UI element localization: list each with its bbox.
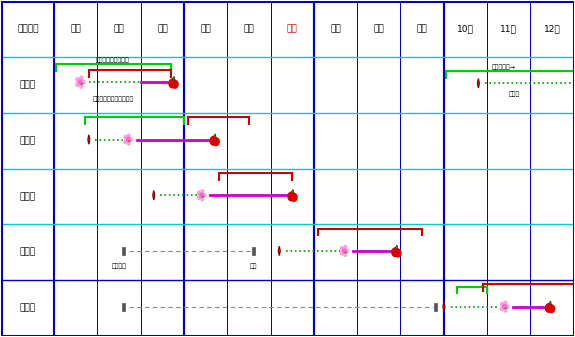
Text: ４月: ４月 (200, 25, 211, 34)
Circle shape (169, 79, 176, 88)
Text: 開花・受粉・結実・熟果: 開花・受粉・結実・熟果 (93, 96, 135, 101)
Circle shape (504, 309, 507, 312)
Text: １月: １月 (71, 25, 81, 34)
Circle shape (126, 137, 129, 142)
Text: ６月: ６月 (287, 25, 298, 34)
Circle shape (344, 253, 347, 256)
Circle shape (340, 251, 343, 255)
Circle shape (504, 301, 507, 305)
Circle shape (76, 78, 79, 82)
Circle shape (124, 140, 126, 144)
Circle shape (200, 193, 203, 197)
Text: 冷室入庫: 冷室入庫 (112, 263, 126, 269)
Circle shape (82, 80, 85, 84)
Circle shape (500, 303, 503, 306)
Circle shape (129, 138, 132, 141)
Polygon shape (88, 135, 90, 144)
Circle shape (546, 304, 552, 312)
Circle shape (197, 196, 200, 199)
Circle shape (395, 249, 401, 257)
Circle shape (203, 193, 206, 197)
Circle shape (76, 83, 79, 87)
Text: ５月: ５月 (244, 25, 254, 34)
Circle shape (78, 80, 82, 84)
Text: ７月: ７月 (330, 25, 341, 34)
Text: 加温ハウス→: 加温ハウス→ (492, 64, 515, 70)
Polygon shape (278, 246, 280, 256)
Polygon shape (122, 303, 125, 310)
Text: 出庫: 出庫 (250, 263, 257, 269)
Text: ８月: ８月 (373, 25, 384, 34)
Text: 12月: 12月 (543, 25, 561, 34)
Circle shape (210, 136, 217, 145)
Circle shape (346, 249, 348, 253)
Text: ９月: ９月 (417, 25, 427, 34)
Polygon shape (477, 79, 480, 88)
Circle shape (506, 305, 509, 308)
Text: 抑　制: 抑 制 (20, 248, 36, 256)
Text: 超抑制: 超抑制 (20, 303, 36, 312)
Text: ３月: ３月 (157, 25, 168, 34)
Text: 促　成: 促 成 (20, 136, 36, 145)
Text: 人工気象室入庫期間: 人工気象室入庫期間 (95, 57, 129, 63)
Polygon shape (443, 302, 445, 311)
Circle shape (213, 138, 219, 146)
Text: 超促成: 超促成 (20, 81, 36, 89)
Circle shape (340, 247, 343, 250)
Circle shape (127, 142, 130, 145)
Text: 11月: 11月 (500, 25, 517, 34)
Circle shape (80, 84, 83, 88)
Circle shape (201, 197, 204, 201)
Polygon shape (434, 303, 436, 310)
Polygon shape (122, 247, 125, 255)
Circle shape (500, 307, 503, 311)
Polygon shape (153, 190, 155, 200)
Circle shape (201, 190, 204, 193)
Circle shape (124, 135, 126, 139)
Text: 10月: 10月 (457, 25, 474, 34)
Circle shape (288, 192, 295, 201)
Circle shape (80, 76, 83, 80)
Circle shape (291, 193, 297, 201)
Circle shape (344, 245, 347, 249)
Text: 栽培種類: 栽培種類 (17, 25, 39, 34)
Circle shape (197, 191, 200, 195)
Circle shape (172, 81, 178, 88)
Text: つぼみ: つぼみ (509, 91, 520, 97)
Circle shape (343, 249, 346, 253)
Text: ２月: ２月 (114, 25, 125, 34)
Circle shape (503, 305, 506, 309)
Polygon shape (252, 247, 255, 255)
Circle shape (549, 305, 554, 313)
Circle shape (127, 134, 130, 137)
Text: 露　地: 露 地 (20, 192, 36, 201)
Circle shape (392, 248, 398, 256)
